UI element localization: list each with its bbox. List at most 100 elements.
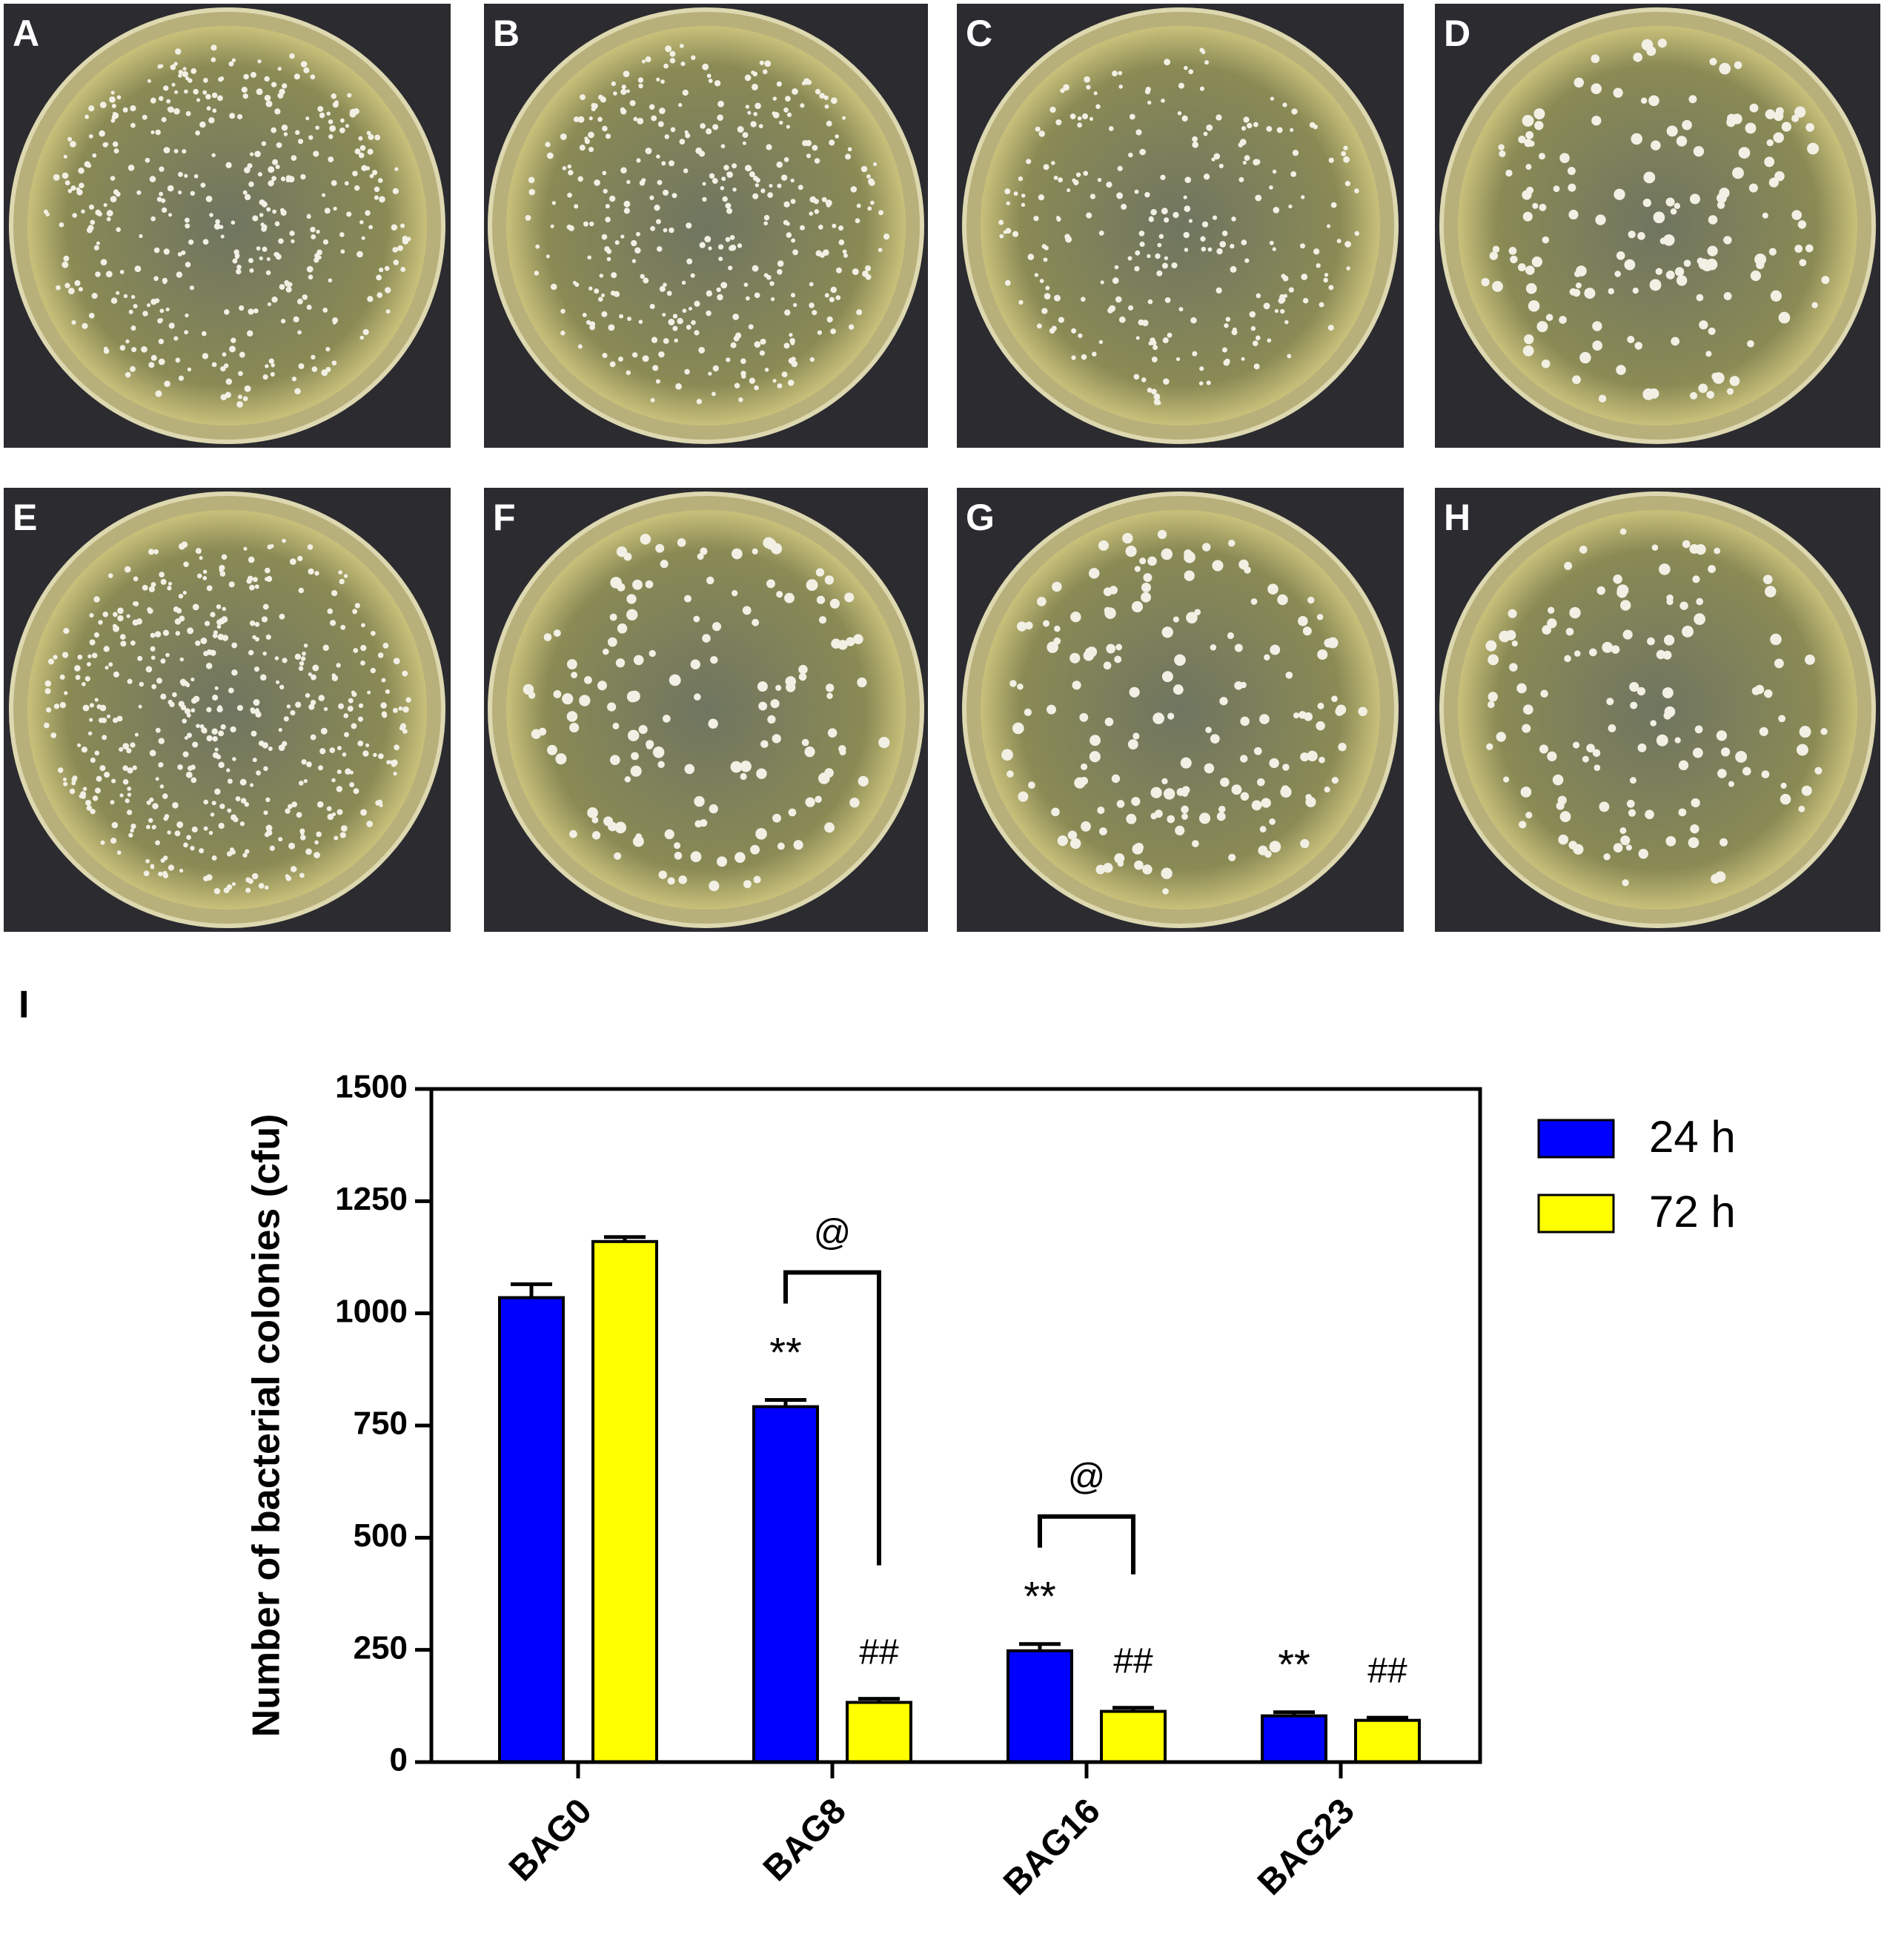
colony: [336, 769, 342, 775]
colony: [1043, 164, 1049, 170]
colony: [217, 633, 225, 640]
colony: [763, 221, 768, 226]
colony: [149, 176, 156, 182]
colony: [182, 70, 188, 78]
colony: [1024, 708, 1032, 716]
colony: [176, 821, 184, 828]
colony: [1592, 340, 1603, 351]
colony: [1259, 826, 1267, 833]
agar: [981, 510, 1380, 910]
colony: [368, 225, 374, 230]
colony: [116, 291, 120, 295]
colony: [274, 221, 280, 227]
colony: [1021, 193, 1026, 198]
colony: [1721, 747, 1731, 757]
colony: [203, 799, 209, 805]
colony: [1671, 337, 1680, 346]
colony: [153, 549, 159, 554]
colony: [386, 760, 391, 765]
colony: [654, 204, 660, 211]
colony: [777, 183, 782, 188]
colony: [858, 775, 869, 787]
colony: [1161, 99, 1165, 103]
colony: [1156, 270, 1163, 277]
colony: [43, 722, 50, 729]
colony: [236, 268, 242, 275]
colony: [75, 675, 81, 681]
colony: [638, 724, 648, 735]
colony: [824, 104, 829, 109]
colony: [1178, 307, 1184, 312]
colony: [314, 852, 320, 858]
colony: [1773, 132, 1784, 143]
colony: [1098, 230, 1104, 236]
bar: [498, 1296, 565, 1764]
colony: [264, 832, 270, 838]
colony: [186, 835, 191, 840]
colony: [737, 243, 743, 248]
colony: [1203, 131, 1208, 136]
colony: [1184, 176, 1191, 183]
colony: [569, 722, 580, 733]
colony: [1770, 290, 1782, 302]
colony: [402, 670, 408, 677]
colony: [1207, 247, 1213, 252]
colony: [753, 875, 761, 884]
colony: [339, 127, 345, 133]
colony: [1331, 777, 1339, 784]
colony: [567, 192, 572, 198]
colony: [258, 883, 265, 889]
colony: [149, 749, 156, 757]
colony: [210, 57, 216, 62]
colony: [262, 374, 268, 380]
colony: [366, 130, 371, 136]
colony: [1489, 251, 1498, 260]
colony: [704, 236, 712, 243]
colony: [262, 651, 267, 656]
colony: [367, 690, 371, 695]
colony: [1674, 202, 1681, 210]
colony: [1638, 849, 1648, 859]
colony: [308, 135, 314, 140]
colony: [1300, 838, 1310, 849]
colony: [223, 363, 229, 368]
colony: [566, 711, 578, 722]
colony: [122, 743, 130, 750]
colony: [1678, 760, 1689, 771]
colony: [329, 747, 336, 753]
colony: [204, 620, 210, 626]
colony: [402, 706, 409, 713]
colony: [740, 761, 752, 772]
colony: [1699, 320, 1708, 330]
colony: [213, 630, 218, 635]
colony: [666, 291, 672, 297]
colony: [351, 692, 357, 698]
colony: [1602, 641, 1614, 653]
colony: [214, 747, 219, 752]
colony: [634, 247, 641, 254]
colony: [236, 401, 243, 408]
colony: [298, 666, 304, 672]
colony: [119, 345, 126, 351]
colony: [117, 615, 124, 622]
colony: [1142, 864, 1153, 875]
colony: [1069, 838, 1081, 850]
colony: [1036, 323, 1042, 329]
colony: [154, 631, 162, 638]
colony: [844, 592, 855, 603]
colony: [1256, 778, 1265, 787]
colony: [158, 738, 165, 744]
colony: [343, 574, 348, 578]
colony: [775, 684, 782, 691]
colony: [1533, 108, 1545, 120]
colony: [872, 162, 878, 167]
colony: [631, 352, 638, 358]
colony: [1508, 246, 1517, 255]
colony: [1139, 241, 1145, 248]
colony: [311, 234, 316, 239]
colony: [710, 656, 718, 664]
colony: [605, 216, 611, 222]
colony: [830, 328, 837, 334]
colony: [145, 824, 150, 830]
colony: [1656, 734, 1668, 746]
